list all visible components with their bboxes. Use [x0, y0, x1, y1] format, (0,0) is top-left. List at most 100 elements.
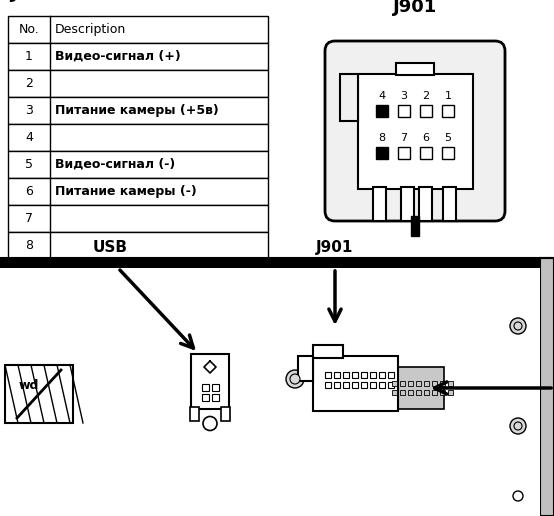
Bar — [343, 372, 349, 378]
Bar — [0, 258, 554, 268]
Circle shape — [290, 374, 300, 384]
Bar — [202, 394, 209, 401]
Bar — [325, 382, 331, 388]
Bar — [432, 380, 437, 385]
Bar — [398, 147, 410, 159]
Bar — [202, 384, 209, 391]
Bar — [420, 147, 432, 159]
Bar — [5, 365, 73, 423]
Bar — [8, 16, 268, 43]
Bar — [416, 390, 420, 395]
Text: J901: J901 — [393, 0, 437, 16]
Bar — [312, 356, 398, 411]
Text: Description: Description — [55, 23, 126, 36]
Bar — [8, 178, 268, 205]
Bar — [361, 382, 367, 388]
Bar — [399, 390, 404, 395]
Bar — [221, 407, 230, 421]
Circle shape — [510, 318, 526, 334]
Bar — [373, 186, 386, 220]
Bar — [343, 382, 349, 388]
Bar — [376, 147, 388, 159]
Bar — [439, 390, 444, 395]
Text: 3: 3 — [25, 104, 33, 117]
Bar — [297, 356, 312, 381]
Bar — [392, 380, 397, 385]
Circle shape — [510, 418, 526, 434]
Bar — [340, 73, 357, 121]
Bar — [8, 151, 268, 178]
Text: 8: 8 — [25, 239, 33, 252]
Text: 4: 4 — [378, 91, 386, 101]
Bar — [8, 232, 268, 259]
Bar — [325, 372, 331, 378]
Bar — [399, 380, 404, 385]
Bar — [448, 390, 453, 395]
Text: Видео-сигнал (+): Видео-сигнал (+) — [55, 50, 181, 63]
Bar — [370, 372, 376, 378]
Text: 7: 7 — [401, 133, 408, 143]
Bar — [398, 105, 410, 117]
Bar — [8, 97, 268, 124]
Bar — [408, 380, 413, 385]
FancyBboxPatch shape — [325, 41, 505, 221]
Bar — [8, 43, 268, 70]
Text: 4: 4 — [25, 131, 33, 144]
Bar — [401, 186, 414, 220]
Text: 1: 1 — [25, 50, 33, 63]
Polygon shape — [204, 361, 216, 373]
Bar — [379, 382, 385, 388]
Text: wd: wd — [19, 379, 39, 392]
Bar — [370, 382, 376, 388]
Bar — [5, 365, 73, 423]
Bar — [396, 62, 434, 74]
Bar — [442, 105, 454, 117]
Text: 2: 2 — [25, 77, 33, 90]
Bar — [8, 70, 268, 97]
Bar — [8, 124, 268, 151]
Circle shape — [286, 370, 304, 388]
Text: Питание камеры (+5в): Питание камеры (+5в) — [55, 104, 219, 117]
Bar — [376, 105, 388, 117]
Bar — [419, 186, 432, 220]
Bar — [423, 390, 428, 395]
Bar — [392, 367, 444, 409]
Bar — [432, 390, 437, 395]
Bar — [411, 216, 419, 235]
Bar — [0, 268, 540, 516]
Bar — [5, 365, 73, 423]
Text: 3: 3 — [401, 91, 408, 101]
Text: 7: 7 — [25, 212, 33, 225]
Bar — [388, 382, 394, 388]
Bar — [212, 394, 219, 401]
Bar — [420, 105, 432, 117]
Bar — [357, 73, 473, 188]
Bar — [312, 345, 342, 358]
Text: 2: 2 — [423, 91, 429, 101]
Bar — [190, 407, 199, 421]
Bar — [448, 380, 453, 385]
Bar — [8, 205, 268, 232]
Bar — [361, 372, 367, 378]
Bar — [5, 365, 73, 423]
Bar — [423, 380, 428, 385]
Circle shape — [514, 422, 522, 430]
Bar — [0, 258, 554, 516]
Text: 5: 5 — [444, 133, 452, 143]
Text: 6: 6 — [25, 185, 33, 198]
Bar — [334, 382, 340, 388]
Text: USB: USB — [93, 240, 127, 255]
Text: Видео-сигнал (-): Видео-сигнал (-) — [55, 158, 175, 171]
Bar — [442, 147, 454, 159]
Bar — [392, 390, 397, 395]
Bar — [416, 380, 420, 385]
Bar — [212, 384, 219, 391]
Text: J901: J901 — [316, 240, 353, 255]
Bar — [5, 365, 73, 423]
Bar — [352, 372, 358, 378]
Bar — [408, 390, 413, 395]
Circle shape — [203, 416, 217, 430]
Text: No.: No. — [19, 23, 39, 36]
Bar — [443, 186, 456, 220]
Bar — [5, 365, 73, 423]
